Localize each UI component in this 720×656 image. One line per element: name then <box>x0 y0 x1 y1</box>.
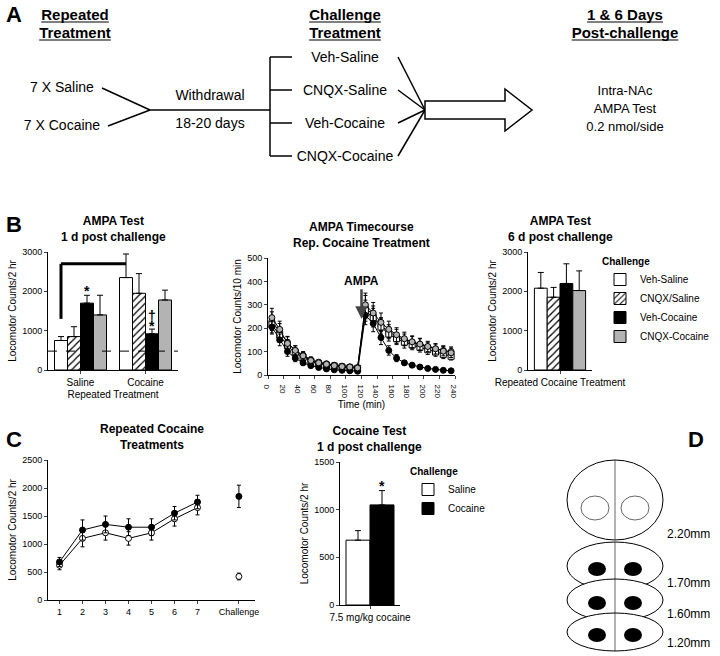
svg-text:Repeated Treatment: Repeated Treatment <box>67 389 158 400</box>
svg-text:1000: 1000 <box>502 326 522 336</box>
svg-text:500: 500 <box>247 253 262 263</box>
svg-text:0: 0 <box>517 365 522 375</box>
svg-text:0: 0 <box>329 600 334 610</box>
svg-text:AMPA: AMPA <box>344 274 379 288</box>
svg-text:100: 100 <box>340 385 349 399</box>
svg-text:D: D <box>688 427 704 452</box>
svg-text:240: 240 <box>449 385 458 399</box>
svg-text:Locomotor Counts/2 hr: Locomotor Counts/2 hr <box>487 259 498 361</box>
svg-text:AMPA TimecourseRep. Cocaine Tr: AMPA TimecourseRep. Cocaine Treatment <box>293 220 430 250</box>
svg-text:CNQX/Saline: CNQX/Saline <box>640 293 700 304</box>
svg-text:Veh-Saline: Veh-Saline <box>640 274 689 285</box>
svg-text:20: 20 <box>278 385 287 394</box>
svg-text:100: 100 <box>247 347 262 357</box>
svg-text:A: A <box>6 2 22 27</box>
svg-text:6: 6 <box>172 607 177 617</box>
svg-text:200: 200 <box>247 323 262 333</box>
svg-text:0: 0 <box>37 365 42 375</box>
svg-text:3000: 3000 <box>502 247 522 257</box>
svg-text:Time (min): Time (min) <box>338 399 385 410</box>
svg-text:60: 60 <box>309 385 318 394</box>
svg-text:2000: 2000 <box>22 286 42 296</box>
svg-text:500: 500 <box>319 552 334 562</box>
svg-text:AMPA Test: AMPA Test <box>594 101 657 116</box>
svg-text:500: 500 <box>27 567 42 577</box>
svg-text:300: 300 <box>247 300 262 310</box>
svg-text:7: 7 <box>195 607 200 617</box>
svg-text:1000: 1000 <box>22 326 42 336</box>
svg-text:1.60mm: 1.60mm <box>667 607 710 621</box>
svg-text:4: 4 <box>126 607 131 617</box>
svg-text:Challenge: Challenge <box>219 607 260 617</box>
svg-text:Locomotor Counts/2 hr: Locomotor Counts/2 hr <box>7 478 18 580</box>
svg-text:40: 40 <box>293 385 302 394</box>
svg-text:*: * <box>84 283 90 299</box>
svg-text:Intra-NAc: Intra-NAc <box>598 83 653 98</box>
svg-text:Veh-Cocaine: Veh-Cocaine <box>640 312 698 323</box>
svg-text:†: † <box>148 308 156 324</box>
svg-text:80: 80 <box>324 385 333 394</box>
svg-text:1 & 6 Days: 1 & 6 Days <box>587 6 663 23</box>
svg-text:CNQX-Cocaine: CNQX-Cocaine <box>297 148 394 164</box>
svg-text:Post-challenge: Post-challenge <box>572 24 679 41</box>
svg-text:Saline: Saline <box>67 377 95 388</box>
svg-text:3: 3 <box>103 607 108 617</box>
svg-text:Veh-Cocaine: Veh-Cocaine <box>305 115 385 131</box>
svg-text:Challenge: Challenge <box>309 6 381 23</box>
svg-text:1.70mm: 1.70mm <box>667 576 710 590</box>
svg-text:Challenge: Challenge <box>602 256 650 267</box>
svg-text:Repeated CocaineTreatments: Repeated CocaineTreatments <box>100 422 204 452</box>
svg-text:Cocaine Test1 d post challenge: Cocaine Test1 d post challenge <box>317 424 422 454</box>
svg-text:*: * <box>149 318 155 334</box>
svg-text:2: 2 <box>80 607 85 617</box>
svg-text:Treatment: Treatment <box>309 24 381 41</box>
svg-text:Withdrawal: Withdrawal <box>175 87 244 103</box>
svg-text:3000: 3000 <box>22 247 42 257</box>
svg-text:120: 120 <box>356 385 365 399</box>
svg-text:2000: 2000 <box>502 286 522 296</box>
svg-text:Repeated: Repeated <box>41 6 109 23</box>
svg-text:Locomotor Counts/2 hr: Locomotor Counts/2 hr <box>7 259 18 361</box>
svg-text:1500: 1500 <box>22 511 42 521</box>
svg-text:220: 220 <box>433 385 442 399</box>
svg-text:C: C <box>6 427 22 452</box>
svg-text:CNQX-Saline: CNQX-Saline <box>303 82 387 98</box>
svg-text:400: 400 <box>247 277 262 287</box>
svg-text:180: 180 <box>402 385 411 399</box>
svg-text:200: 200 <box>418 385 427 399</box>
svg-text:AMPA Test6 d post challenge: AMPA Test6 d post challenge <box>508 214 613 244</box>
svg-text:7 X Cocaine: 7 X Cocaine <box>24 117 100 133</box>
svg-text:CNQX-Cocaine: CNQX-Cocaine <box>640 331 709 342</box>
svg-text:7 X Saline: 7 X Saline <box>30 79 94 95</box>
svg-text:1.20mm: 1.20mm <box>667 636 710 650</box>
svg-text:2000: 2000 <box>22 483 42 493</box>
svg-text:1000: 1000 <box>314 505 334 515</box>
svg-text:1: 1 <box>57 607 62 617</box>
svg-text:Veh-Saline: Veh-Saline <box>311 49 379 65</box>
svg-text:Treatment: Treatment <box>39 24 111 41</box>
svg-text:2500: 2500 <box>22 455 42 465</box>
svg-text:Cocaine: Cocaine <box>127 377 164 388</box>
svg-text:Cocaine: Cocaine <box>448 503 485 514</box>
svg-text:2.20mm: 2.20mm <box>667 527 710 541</box>
svg-text:AMPA Test1 d post challenge: AMPA Test1 d post challenge <box>61 214 166 244</box>
svg-text:1500: 1500 <box>314 457 334 467</box>
svg-text:*: * <box>379 478 385 494</box>
svg-text:5: 5 <box>149 607 154 617</box>
svg-text:1000: 1000 <box>22 539 42 549</box>
svg-text:Saline: Saline <box>448 484 476 495</box>
svg-text:Locomotor Counts/2 hr: Locomotor Counts/2 hr <box>299 482 310 584</box>
svg-text:18-20 days: 18-20 days <box>175 115 244 131</box>
svg-text:0: 0 <box>37 595 42 605</box>
svg-text:140: 140 <box>371 385 380 399</box>
svg-text:0: 0 <box>262 385 271 390</box>
svg-text:B: B <box>6 212 22 237</box>
svg-text:0: 0 <box>257 370 262 380</box>
svg-text:Locomotor Counts/10 min: Locomotor Counts/10 min <box>232 259 243 374</box>
svg-text:7.5 mg/kg cocaine: 7.5 mg/kg cocaine <box>329 612 411 623</box>
svg-text:0.2 nmol/side: 0.2 nmol/side <box>586 119 663 134</box>
svg-text:Challenge: Challenge <box>410 466 458 477</box>
svg-text:160: 160 <box>387 385 396 399</box>
svg-text:Repeated Cocaine Treatment: Repeated Cocaine Treatment <box>495 377 626 388</box>
